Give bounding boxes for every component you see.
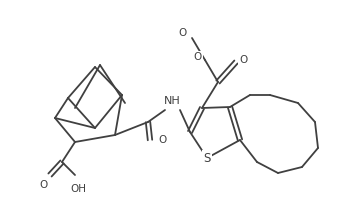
Text: O: O (194, 52, 202, 62)
Text: O: O (39, 180, 47, 190)
Text: O: O (158, 135, 166, 145)
Text: S: S (203, 152, 211, 164)
Text: OH: OH (70, 184, 86, 194)
Text: O: O (179, 28, 187, 38)
Text: O: O (239, 55, 247, 65)
Text: NH: NH (164, 96, 180, 106)
